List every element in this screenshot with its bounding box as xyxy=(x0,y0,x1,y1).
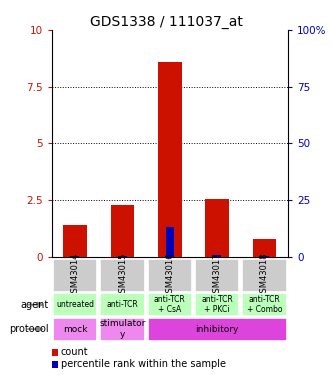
Bar xyxy=(53,260,98,292)
Bar xyxy=(148,293,192,316)
Text: anti-TCR
+ Combo: anti-TCR + Combo xyxy=(247,295,282,314)
Bar xyxy=(52,349,58,355)
Text: GDS1338 / 111037_at: GDS1338 / 111037_at xyxy=(90,15,243,29)
Bar xyxy=(213,255,221,257)
Text: GSM43018: GSM43018 xyxy=(260,253,269,298)
Bar xyxy=(148,260,192,292)
Text: stimulator
y: stimulator y xyxy=(99,320,146,339)
Bar xyxy=(100,318,145,340)
Bar xyxy=(52,361,58,368)
Text: GSM43014: GSM43014 xyxy=(71,253,80,298)
Bar xyxy=(53,318,98,340)
Text: percentile rank within the sample: percentile rank within the sample xyxy=(61,359,226,369)
Bar xyxy=(64,225,87,257)
Text: protocol: protocol xyxy=(9,324,48,334)
Bar xyxy=(195,293,239,316)
Bar xyxy=(100,260,145,292)
Text: untreated: untreated xyxy=(56,300,94,309)
Bar xyxy=(195,260,239,292)
Bar xyxy=(111,205,134,257)
Bar xyxy=(242,260,287,292)
Text: agent: agent xyxy=(20,300,48,310)
Bar xyxy=(166,227,174,257)
Bar xyxy=(242,293,287,316)
Text: GSM43017: GSM43017 xyxy=(212,253,222,298)
Text: anti-TCR
+ CsA: anti-TCR + CsA xyxy=(154,295,186,314)
Text: anti-TCR: anti-TCR xyxy=(107,300,139,309)
Text: GSM43015: GSM43015 xyxy=(118,253,127,298)
Bar xyxy=(71,256,79,257)
Bar xyxy=(252,239,276,257)
Bar xyxy=(260,256,268,257)
Bar xyxy=(119,255,127,257)
Bar xyxy=(148,318,287,340)
Text: GSM43016: GSM43016 xyxy=(165,253,174,298)
Bar xyxy=(158,62,182,257)
Text: mock: mock xyxy=(63,324,88,334)
Text: anti-TCR
+ PKCi: anti-TCR + PKCi xyxy=(201,295,233,314)
Bar xyxy=(205,199,229,257)
Text: count: count xyxy=(61,347,89,357)
Bar xyxy=(100,293,145,316)
Bar xyxy=(53,293,98,316)
Text: inhibitory: inhibitory xyxy=(195,324,239,334)
